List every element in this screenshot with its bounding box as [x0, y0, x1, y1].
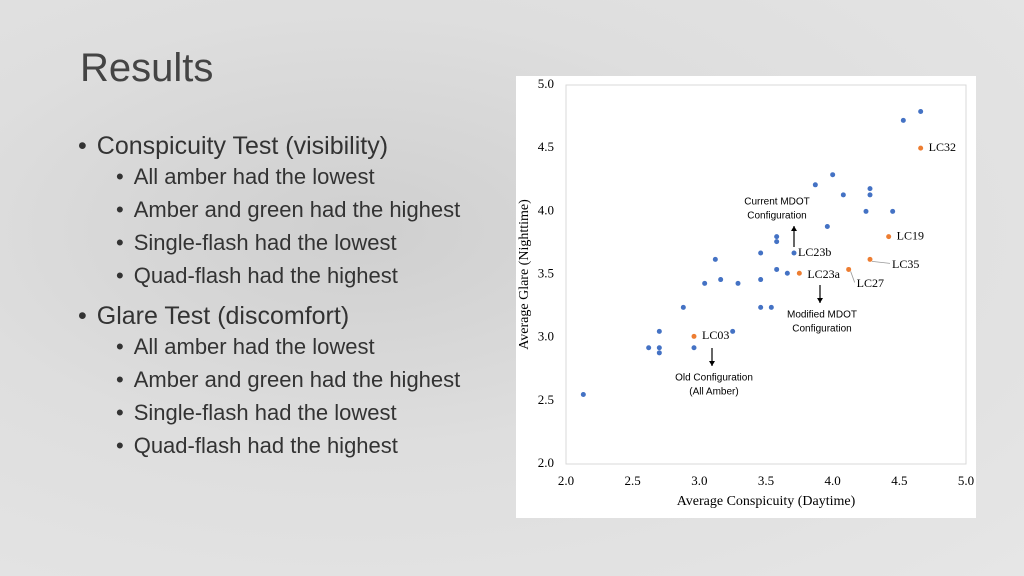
point-label: LC27	[857, 276, 884, 290]
annotation: Modified MDOT	[787, 310, 857, 321]
leader-line	[850, 271, 856, 283]
point-label: LC19	[897, 228, 924, 242]
point	[791, 250, 797, 256]
plot-frame	[565, 84, 967, 465]
point	[846, 266, 852, 272]
point	[867, 256, 873, 262]
chart: 2.0 2.5 3.0 3.5 4.0 4.5 5.0 2.0 2.5 3.0 3.5 4.0 4.5 5…	[516, 76, 976, 518]
point	[774, 266, 780, 272]
sub-bullet: Single-flash had the lowest	[116, 230, 460, 263]
point	[863, 208, 869, 214]
bullet-list: Conspicuity Test (visibility)All amber h…	[78, 126, 461, 466]
point	[718, 277, 724, 283]
x-axis-label: Average Conspicuity (Daytime)	[677, 494, 856, 509]
bullet: Conspicuity Test (visibility)	[78, 132, 460, 164]
point	[702, 280, 708, 286]
point-label: LC03	[702, 328, 729, 342]
arrow-head	[817, 298, 823, 303]
point	[830, 172, 836, 178]
sub-bullet: All amber had the lowest	[116, 334, 460, 367]
point	[774, 239, 780, 245]
arrow-head	[791, 226, 797, 231]
point-label: LC23a	[807, 267, 840, 281]
point-label: LC35	[892, 257, 919, 271]
point	[691, 333, 697, 339]
leader-line	[871, 260, 891, 264]
point	[656, 345, 662, 351]
x-tick-label: 2.5	[625, 473, 641, 488]
sub-bullet: Quad-flash had the highest	[116, 263, 460, 296]
point	[918, 145, 924, 151]
y-tick-label: 4.0	[538, 202, 554, 217]
x-tick-label: 2.0	[558, 473, 574, 488]
sub-bullet: Single-flash had the lowest	[116, 400, 460, 433]
y-tick-label: 4.5	[538, 139, 554, 154]
x-tick-label: 4.0	[825, 473, 841, 488]
point	[840, 192, 846, 198]
annotation: (All Amber)	[689, 387, 738, 398]
point	[656, 328, 662, 334]
y-tick-label: 3.0	[538, 329, 554, 344]
point	[580, 392, 586, 398]
point	[796, 270, 802, 276]
point-label: LC23b	[798, 245, 831, 259]
point	[758, 277, 764, 283]
x-tick-label: 3.0	[691, 473, 707, 488]
point	[812, 182, 818, 188]
y-axis-label: Average Glare (Nighttime)	[517, 199, 532, 350]
chart-background	[516, 76, 976, 518]
x-tick-label: 3.5	[758, 473, 774, 488]
annotation: Old Configuration	[675, 373, 753, 384]
point	[784, 270, 790, 276]
annotation: Configuration	[792, 324, 851, 335]
point	[730, 328, 736, 334]
point	[867, 192, 873, 198]
point	[768, 304, 774, 310]
bullet: Glare Test (discomfort)	[78, 302, 460, 334]
point	[691, 345, 697, 351]
y-tick-label: 2.0	[538, 455, 554, 470]
sub-bullet: Amber and green had the highest	[116, 197, 461, 230]
x-tick-label: 4.5	[891, 473, 907, 488]
sub-bullet: Amber and green had the highest	[116, 367, 461, 400]
slide-title: Results	[80, 46, 214, 90]
point	[758, 250, 764, 256]
y-tick-label: 3.5	[538, 265, 554, 280]
arrow-head	[709, 361, 715, 366]
point	[900, 117, 906, 123]
point	[735, 280, 741, 286]
point	[712, 256, 718, 262]
point	[824, 223, 830, 229]
y-tick-label: 2.5	[538, 392, 554, 407]
point	[886, 234, 892, 240]
annotation: Current MDOT	[744, 197, 810, 208]
point	[918, 109, 924, 115]
point	[646, 345, 652, 351]
point	[680, 304, 686, 310]
point	[890, 208, 896, 214]
point	[867, 186, 873, 192]
y-tick-label: 5.0	[538, 76, 554, 91]
annotation: Configuration	[747, 211, 806, 222]
sub-bullet: All amber had the lowest	[116, 164, 460, 197]
point	[656, 350, 662, 356]
sub-bullet: Quad-flash had the highest	[116, 433, 460, 466]
x-tick-label: 5.0	[958, 473, 974, 488]
point	[774, 234, 780, 240]
point-label: LC32	[929, 140, 956, 154]
point	[758, 304, 764, 310]
